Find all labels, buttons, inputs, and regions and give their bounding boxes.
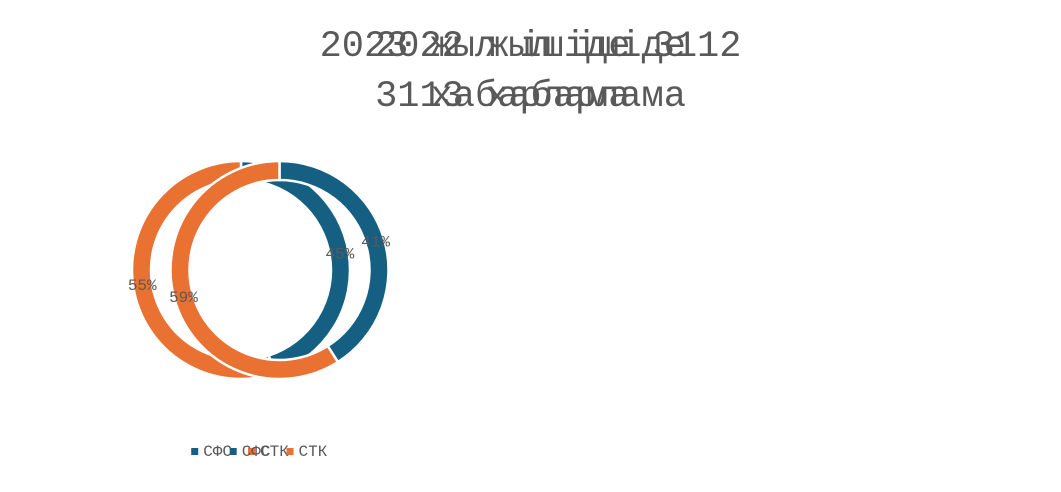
legend: СФС СТК bbox=[229, 443, 328, 461]
data-label: 45% bbox=[325, 246, 354, 264]
legend: СФС СТК bbox=[191, 443, 289, 461]
legend-label: СФС bbox=[203, 443, 232, 461]
legend-swatch bbox=[191, 448, 199, 455]
legend-swatch bbox=[248, 448, 255, 455]
legend-label: СФС bbox=[242, 443, 271, 461]
donut-segment bbox=[169, 159, 340, 381]
chart: 45%55%СФС СТК bbox=[128, 159, 355, 461]
chart-title: 2023 жыл ішіде 3112 хабарлама bbox=[319, 26, 742, 118]
legend-label: СТК bbox=[299, 443, 328, 461]
chart-title: 2022 жыл ішіде 3113 хабарлама bbox=[375, 26, 686, 118]
data-label: 59% bbox=[169, 289, 198, 307]
donut-segment bbox=[278, 159, 390, 364]
donut-segment bbox=[130, 159, 277, 381]
data-label: 41% bbox=[361, 233, 390, 251]
legend-swatch bbox=[229, 448, 237, 455]
chart: 41%59%СФС СТК bbox=[169, 159, 390, 461]
legend-label: СТК bbox=[260, 443, 289, 461]
data-label: 55% bbox=[128, 277, 157, 295]
legend-swatch bbox=[286, 448, 294, 455]
